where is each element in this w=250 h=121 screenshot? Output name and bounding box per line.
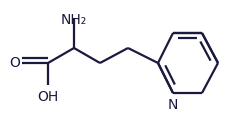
- Text: O: O: [9, 56, 20, 70]
- Text: N: N: [167, 98, 177, 112]
- Text: OH: OH: [37, 90, 58, 104]
- Text: NH₂: NH₂: [61, 13, 87, 27]
